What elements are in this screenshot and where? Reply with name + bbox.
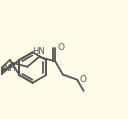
Text: HN: HN	[32, 47, 45, 56]
Text: NH: NH	[3, 64, 16, 73]
Text: O: O	[58, 43, 65, 52]
Text: O: O	[80, 74, 87, 84]
